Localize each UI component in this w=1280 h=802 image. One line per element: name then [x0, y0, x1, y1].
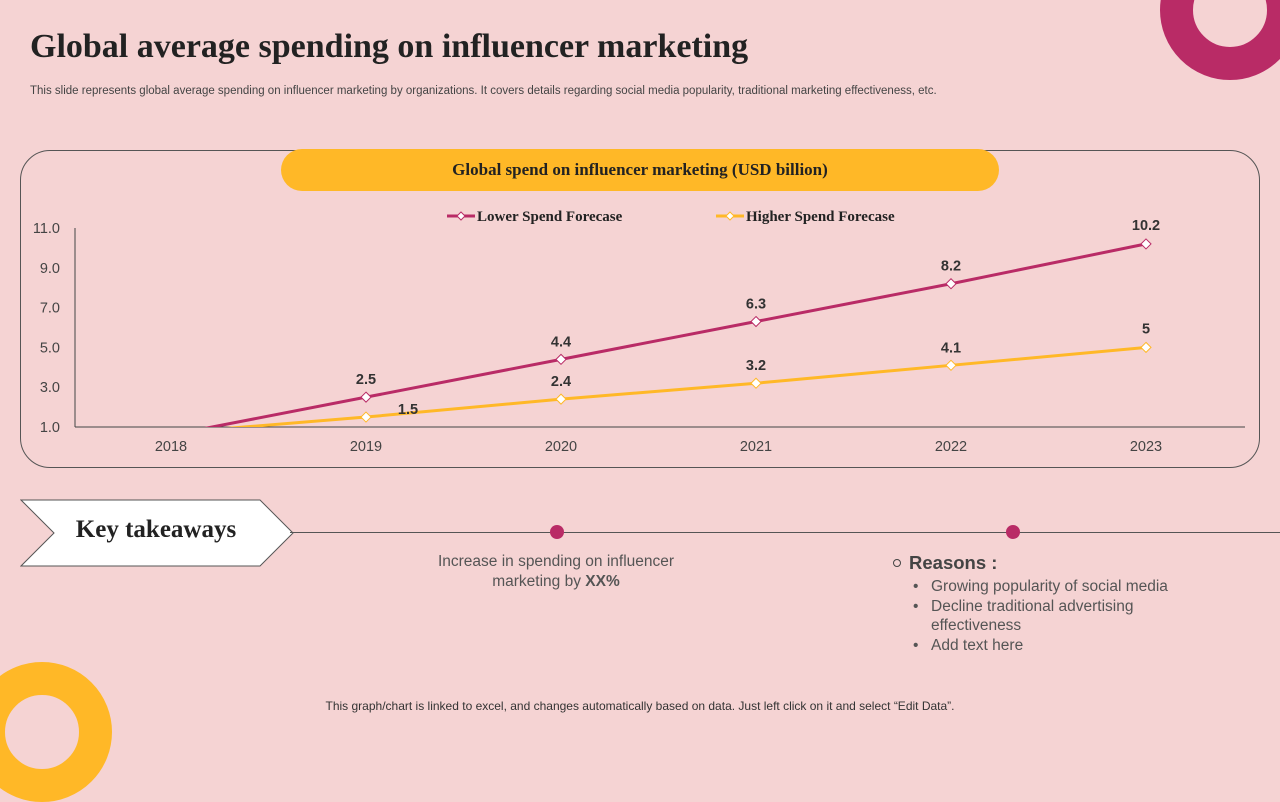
reasons-title: Reasons :: [909, 552, 998, 573]
data-point-marker: [945, 359, 957, 372]
data-label: 2.5: [356, 372, 376, 388]
x-tick-label: 2021: [740, 439, 772, 455]
data-label: 3.2: [746, 358, 766, 374]
decorative-ring-bottom: [0, 662, 112, 802]
x-tick-label: 2018: [155, 439, 187, 455]
y-tick-label: 11.0: [33, 221, 60, 237]
y-tick-label: 3.0: [40, 380, 60, 396]
reason-item: • Decline traditional advertising effecti…: [913, 597, 1193, 636]
x-tick-label: 2020: [545, 439, 577, 455]
page-title: Global average spending on influencer ma…: [30, 28, 749, 65]
series-line: [225, 345, 1147, 427]
x-tick-label: 2022: [935, 439, 967, 455]
line-chart: 1.0 3.0 5.0 7.0 9.0 11.0 2018 2019 2020 2021 2022 2…: [33, 209, 1245, 455]
bullet-icon: •: [913, 597, 919, 615]
bullet-icon: •: [913, 578, 919, 595]
footer-note: This graph/chart is linked to excel, and…: [325, 699, 955, 713]
y-tick-label: 1.0: [40, 420, 60, 436]
data-label: 8.2: [941, 259, 961, 275]
timeline-dot: [550, 525, 564, 539]
takeaway-increase-value: XX%: [585, 573, 620, 590]
series-line: [204, 242, 1147, 427]
data-point-marker: [750, 377, 762, 389]
reason-text: Growing popularity of social media: [931, 578, 1168, 595]
timeline-dot: [1006, 525, 1020, 539]
data-label: 10.2: [1132, 218, 1160, 234]
timeline-line: [290, 532, 1280, 533]
page-subtitle: This slide represents global average spe…: [30, 85, 937, 97]
x-tick-label: 2019: [350, 439, 382, 455]
data-point-marker: [1140, 238, 1152, 250]
circle-bullet-icon: [893, 559, 901, 567]
data-label: 4.4: [551, 334, 571, 350]
data-point-marker: [555, 393, 567, 405]
data-point-marker: [360, 391, 372, 403]
key-takeaways-banner-shape: [20, 499, 294, 567]
data-point-marker: [945, 278, 957, 290]
chart-title: Global spend on influencer marketing (US…: [281, 149, 999, 191]
data-label: 4.1: [941, 340, 961, 356]
reasons-heading: Reasons :: [893, 552, 1193, 574]
reason-text: Decline traditional advertising effectiv…: [931, 597, 1134, 635]
reason-text: Add text here: [931, 636, 1024, 654]
data-point-marker: [1140, 341, 1152, 354]
y-tick-label: 5.0: [40, 340, 60, 356]
legend-label: Lower Spend Forecase: [477, 209, 623, 225]
legend-marker: [725, 211, 735, 221]
data-label: 5: [1142, 321, 1150, 337]
y-tick-label: 9.0: [40, 261, 60, 277]
reason-item: • Add text here: [913, 636, 1193, 656]
legend-marker: [456, 211, 466, 221]
bullet-icon: •: [913, 636, 919, 654]
reasons-block: Reasons : • Growing popularity of social …: [893, 552, 1193, 655]
data-label: 2.4: [551, 374, 571, 390]
reason-item: • Growing popularity of social media: [913, 577, 1193, 597]
key-takeaways-label: Key takeaways: [75, 516, 237, 543]
data-point-marker: [360, 411, 372, 423]
x-tick-label: 2023: [1130, 439, 1162, 455]
takeaway-increase-text: Increase in spending on influencer marke…: [437, 553, 675, 590]
reasons-list: • Growing popularity of social media • Dec…: [893, 577, 1193, 655]
data-point-marker: [555, 353, 567, 366]
data-point-marker: [750, 315, 762, 328]
y-tick-label: 7.0: [40, 301, 60, 317]
data-label: 6.3: [746, 297, 766, 313]
data-label: 1.5: [398, 402, 418, 418]
takeaway-increase: Increase in spending on influencer marke…: [426, 552, 686, 592]
legend-label: Higher Spend Forecase: [746, 209, 895, 225]
